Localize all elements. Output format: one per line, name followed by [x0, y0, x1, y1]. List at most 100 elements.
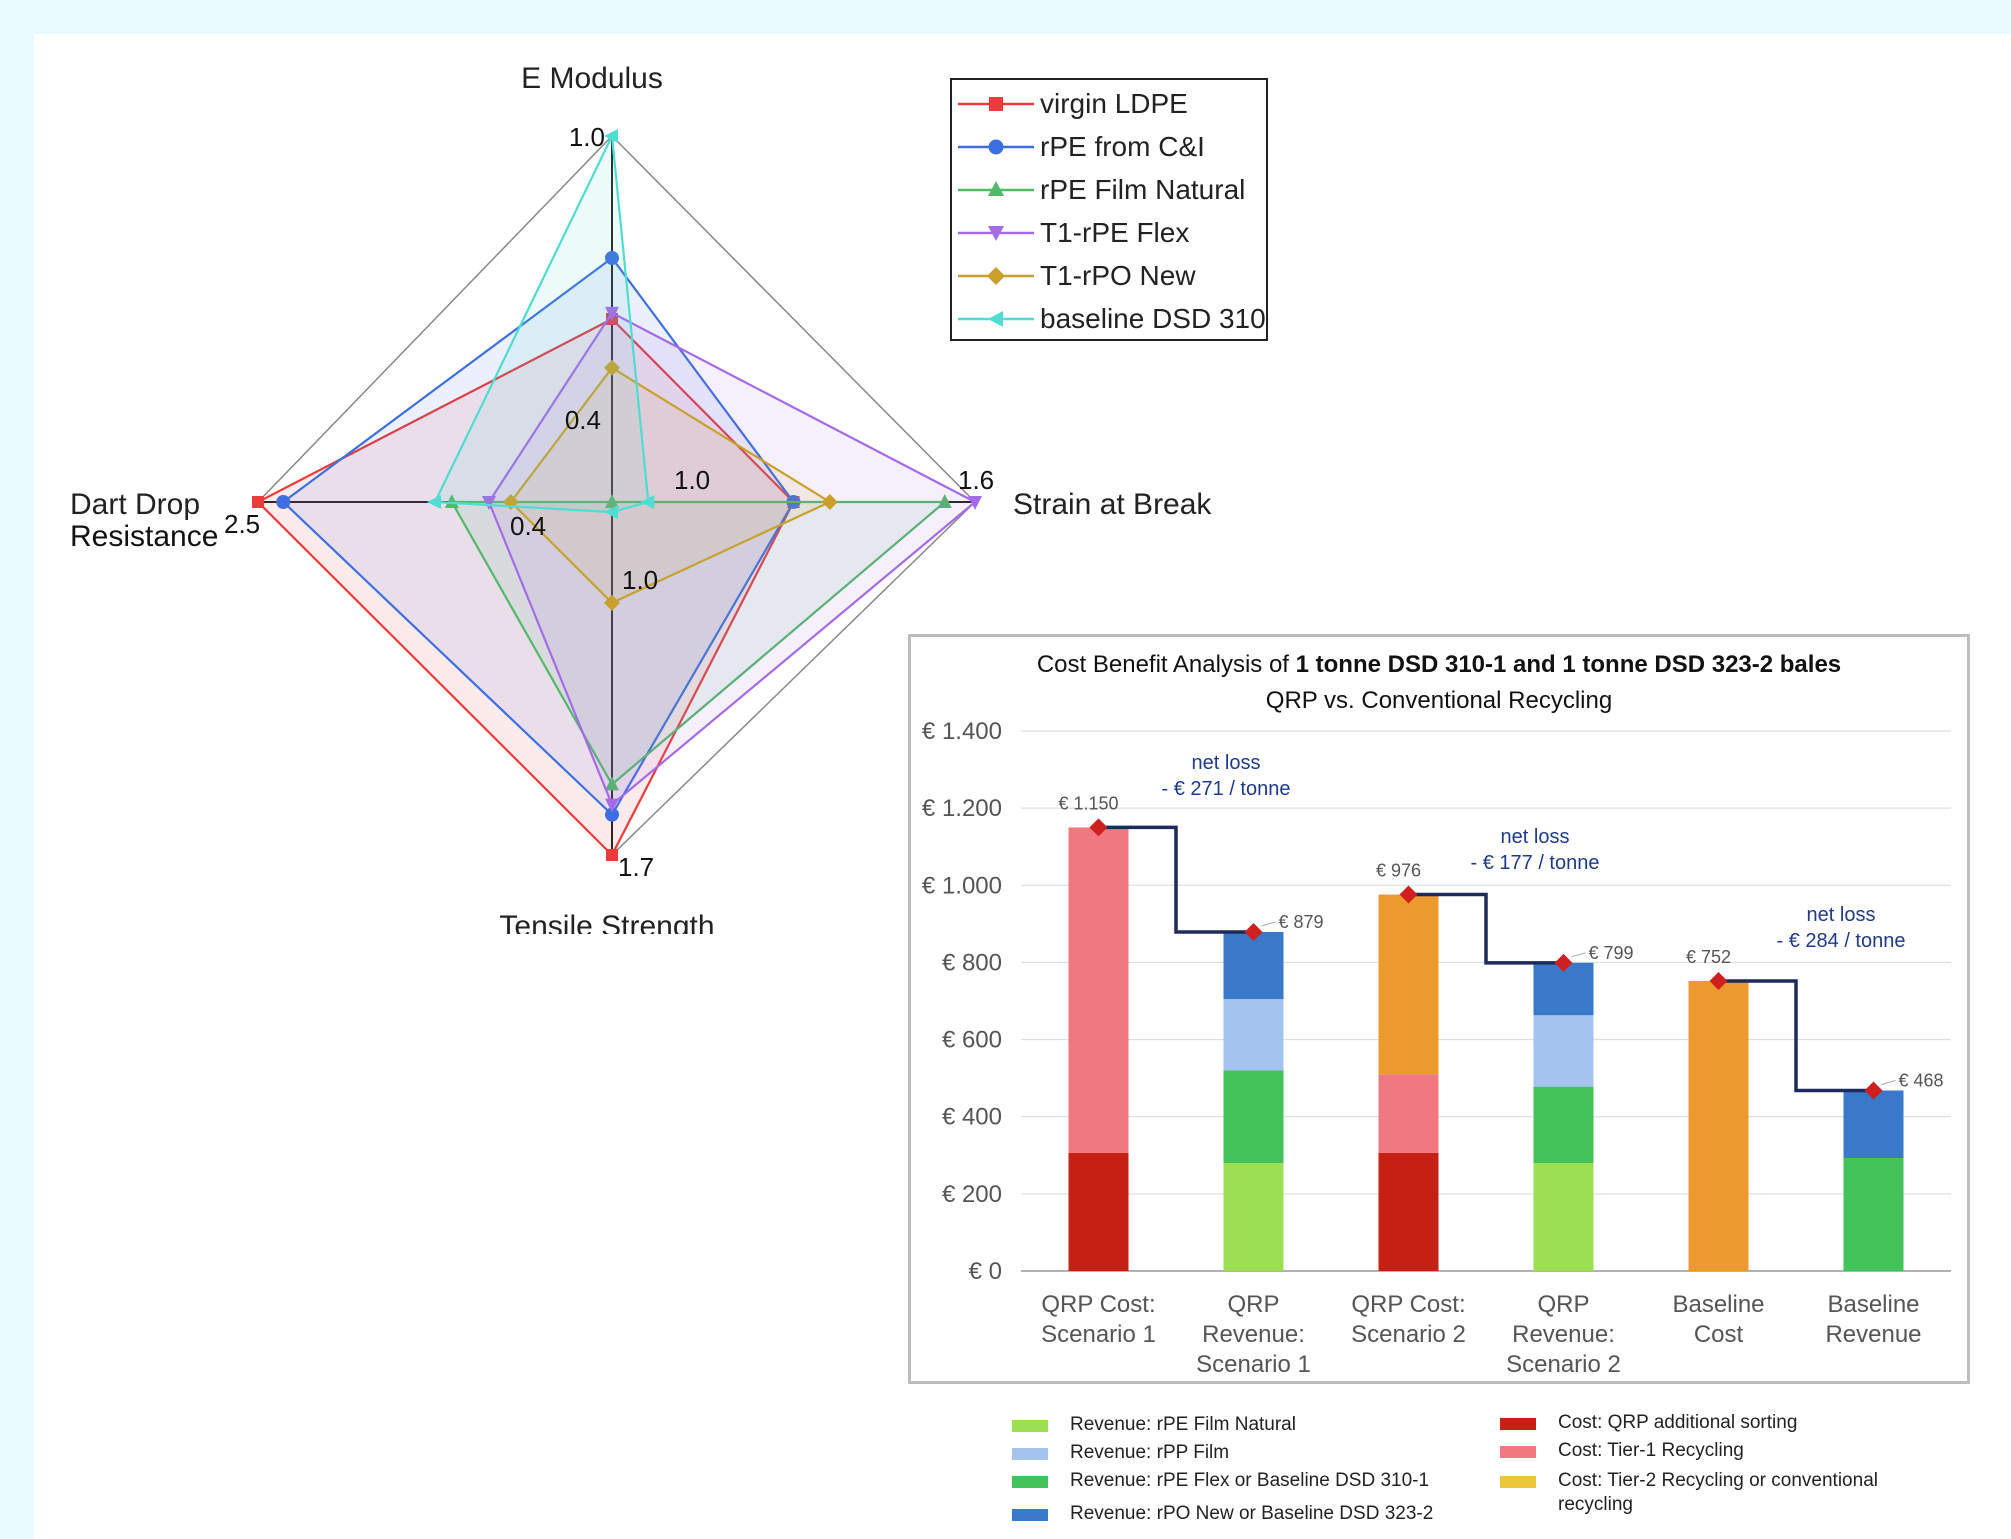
bar-category-label: Revenue [1825, 1321, 1921, 1348]
bar-total-label: € 976 [1376, 861, 1421, 881]
bar-total-label: € 468 [1899, 1070, 1944, 1090]
net-loss-label: net loss [1501, 826, 1570, 848]
bar-category-label: QRP Cost: [1041, 1291, 1155, 1318]
radar-axis-title-bottom: Tensile Strength [499, 910, 714, 934]
bar-title-prefix: Cost Benefit Analysis of [1036, 651, 1296, 678]
legend-label: rPE Film Natural [1040, 174, 1246, 205]
bar-total-leader [1571, 952, 1586, 958]
radar-marker-triangle-left [604, 505, 618, 520]
radar-marker-diamond [821, 494, 838, 510]
bar-segment [1688, 980, 1749, 1271]
radar-tick-top-min: 0.4 [565, 405, 601, 435]
bar-segment [1533, 1015, 1594, 1087]
radar-axis-title-top: E Modulus [521, 62, 663, 95]
bar-legend-label: Cost: QRP additional sorting [1558, 1412, 1798, 1433]
radar-marker-triangle-down [481, 496, 496, 510]
radar-marker-triangle-left [604, 129, 618, 143]
radar-axis-title-left-2: Resistance [70, 520, 218, 553]
radar-tick-left-min: 0.4 [510, 511, 546, 541]
radar-marker-triangle-up [605, 776, 619, 791]
radar-tick-right-max: 1.6 [958, 465, 994, 495]
bar-legend-label: Cost: Tier-1 Recycling [1558, 1440, 1744, 1461]
legend-label: virgin LDPE [1040, 88, 1188, 119]
bar-legend-label-cont: recycling [1558, 1494, 1633, 1515]
legend-item-t1-rpo-new: T1-rPO New [952, 256, 1266, 296]
bar-segment [1068, 1152, 1129, 1271]
bar-segment [1533, 1086, 1594, 1163]
bar-legend-label: Revenue: rPE Film Natural [1070, 1414, 1296, 1435]
cost-benefit-chart: Cost Benefit Analysis of 1 tonne DSD 310… [908, 634, 1970, 1384]
radar-series-polygon [433, 132, 650, 514]
radar-marker-triangle-up [937, 494, 952, 508]
legend-label: rPE from C&I [1040, 131, 1205, 162]
legend-marker-triangle-down [958, 226, 1034, 241]
bar-chart-plot: € 0 € 200 € 400 € 600 € 800 € 1.000 € 1.200 € 1… [922, 718, 1951, 1378]
bar-segment [1843, 1090, 1904, 1158]
bar-category-label: Scenario 1 [1196, 1351, 1311, 1378]
bar-ytick-label: € 400 [942, 1104, 1002, 1131]
bar-category-label: Scenario 2 [1506, 1351, 1621, 1378]
bar-segment [1378, 894, 1439, 1075]
bar-total-label: € 799 [1589, 943, 1634, 963]
bar-step-connector [1718, 979, 1874, 1093]
radar-axis-title-left-1: Dart Drop [70, 488, 200, 521]
legend-marker-triangle-up [958, 181, 1034, 196]
radar-tick-top-max: 1.0 [569, 122, 605, 152]
bar-ytick-label: € 1.200 [922, 795, 1002, 822]
bar-total-leader [1881, 1080, 1896, 1085]
bar-segment [1378, 1152, 1439, 1271]
radar-marker-diamond [604, 594, 620, 611]
legend-item-t1-rpe-flex: T1-rPE Flex [952, 213, 1266, 253]
radar-marker-triangle-left [427, 495, 441, 509]
legend-label: T1-rPO New [1040, 260, 1196, 291]
bar-category-label: Scenario 2 [1351, 1321, 1466, 1348]
net-loss-value: - € 177 / tonne [1471, 852, 1600, 874]
bar-step-connector [1098, 825, 1254, 934]
bar-total-marker [1089, 818, 1108, 837]
legend-marker-circle [958, 139, 1034, 155]
bar-legend-label: Revenue: rPP Film [1070, 1442, 1230, 1463]
bar-chart-legend: Revenue: rPE Film Natural Revenue: rPP F… [1000, 1405, 1900, 1535]
bar-legend-swatch [1012, 1476, 1048, 1488]
bar-segment [1068, 827, 1129, 1153]
legend-item-baseline-dsd-310: baseline DSD 310 [952, 299, 1266, 339]
bar-total-marker [1554, 953, 1573, 972]
net-loss-label: net loss [1807, 904, 1876, 926]
bar-ytick-label: € 0 [969, 1258, 1002, 1285]
bar-legend-label: Cost: Tier-2 Recycling or conventional [1558, 1470, 1878, 1491]
bar-category-label: Baseline [1672, 1291, 1764, 1318]
radar-series [427, 129, 655, 520]
bar-title-bold: 1 tonne DSD 310-1 and 1 tonne DSD 323-2 … [1295, 651, 1842, 678]
radar-marker-triangle-up [444, 494, 459, 508]
bar-ytick-label: € 800 [942, 949, 1002, 976]
bar-segment [1223, 1163, 1284, 1271]
radar-marker-triangle-down [968, 496, 982, 510]
bar-total-label: € 879 [1279, 912, 1324, 932]
bar-category-label: QRP [1227, 1291, 1279, 1318]
radar-tick-bottom-min: 1.0 [622, 565, 658, 595]
bar-legend-swatch [1500, 1446, 1536, 1458]
bar-segment [1223, 1070, 1284, 1163]
bar-ytick-label: € 600 [942, 1027, 1002, 1054]
bar-legend-label: Revenue: rPO New or Baseline DSD 323-2 [1070, 1503, 1434, 1524]
bar-category-label: QRP [1537, 1291, 1589, 1318]
legend-item-rpe-ci: rPE from C&I [952, 127, 1266, 167]
bar-total-marker [1244, 922, 1263, 941]
legend-label: baseline DSD 310 [1040, 303, 1266, 334]
legend-label: T1-rPE Flex [1040, 217, 1190, 248]
radar-marker-diamond [604, 359, 620, 376]
bar-legend-label: Revenue: rPE Flex or Baseline DSD 310-1 [1070, 1470, 1430, 1491]
bar-category-label: Scenario 1 [1041, 1321, 1156, 1348]
legend-marker-triangle-left [958, 311, 1034, 327]
legend-marker-diamond [958, 267, 1034, 285]
radar-marker-triangle-up [605, 494, 619, 508]
bar-category-label: Cost [1694, 1321, 1744, 1348]
bar-legend-swatch [1012, 1448, 1048, 1460]
bar-chart-subtitle: QRP vs. Conventional Recycling [1265, 687, 1613, 714]
bar-segment [1533, 1163, 1594, 1271]
radar-legend: virgin LDPE rPE from C&I rPE Film Natura… [950, 78, 1268, 341]
bar-total-marker [1864, 1081, 1883, 1100]
bar-total-label: € 1.150 [1058, 793, 1118, 813]
bar-legend-swatch [1012, 1420, 1048, 1432]
radar-axis-title-right: Strain at Break [1013, 488, 1212, 521]
